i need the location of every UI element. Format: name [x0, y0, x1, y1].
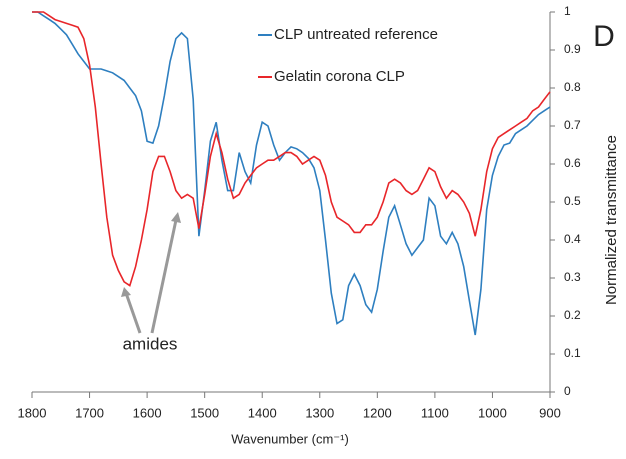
y-tick-label: 0.8	[564, 80, 581, 94]
x-tick-label: 1800	[18, 405, 47, 420]
arrow-head	[171, 212, 181, 223]
y-tick-label: 0.7	[564, 118, 581, 132]
y-axis-label: Normalized transmittance	[603, 135, 620, 305]
x-axis-label: Wavenumber (cm⁻¹)	[231, 431, 349, 446]
series-line	[32, 11, 551, 287]
legend-label: CLP untreated reference	[274, 26, 438, 43]
x-tick-label: 900	[539, 405, 561, 420]
x-tick-label: 1400	[248, 405, 277, 420]
panel-label: D	[593, 20, 615, 53]
arrow	[124, 292, 142, 334]
annotation: amides	[123, 334, 178, 353]
y-tick-label: 0.5	[564, 194, 581, 208]
y-tick-label: 0.3	[564, 270, 581, 284]
y-tick-label: 0	[564, 384, 571, 398]
x-tick-label: 1300	[305, 405, 334, 420]
y-tick-label: 0.6	[564, 156, 581, 170]
x-tick-label: 1500	[190, 405, 219, 420]
x-tick-label: 1200	[363, 405, 392, 420]
series-line	[32, 11, 551, 336]
y-tick-label: 1	[564, 4, 571, 18]
y-tick-label: 0.2	[564, 308, 581, 322]
x-tick-label: 1100	[421, 405, 449, 420]
legend-label: Gelatin corona CLP	[274, 68, 405, 85]
x-tick-label: 1700	[75, 405, 104, 420]
y-tick-label: 0.9	[564, 42, 581, 56]
y-tick-label: 0.4	[564, 232, 581, 246]
y-tick-label: 0.1	[564, 346, 581, 360]
arrow	[150, 219, 178, 334]
x-tick-label: 1600	[133, 405, 162, 420]
x-tick-label: 1000	[478, 405, 507, 420]
arrow-head	[121, 287, 131, 297]
